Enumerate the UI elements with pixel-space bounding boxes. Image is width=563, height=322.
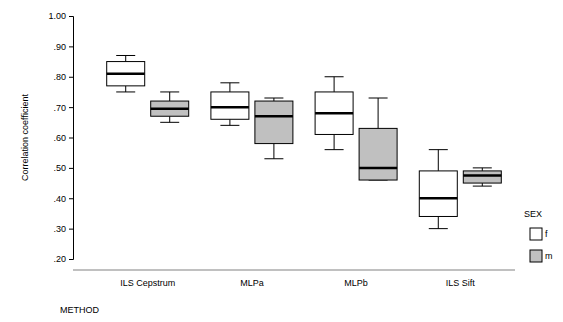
median — [255, 115, 293, 118]
boxes — [107, 55, 502, 228]
y-tick-label: .30 — [53, 224, 66, 234]
whisker-cap-upper — [264, 98, 283, 99]
whisker-cap-upper — [429, 149, 448, 150]
x-tick-label: MLPb — [344, 278, 368, 288]
y-tick: .80 — [53, 72, 73, 82]
whisker-upper — [229, 83, 230, 92]
box — [359, 128, 397, 180]
y-tick-label: .60 — [53, 133, 66, 143]
x-axis-line — [73, 270, 515, 271]
legend-label: m — [545, 251, 553, 261]
whisker-cap-upper — [160, 91, 179, 92]
median — [359, 167, 397, 170]
median — [463, 174, 501, 177]
whisker-cap-upper — [473, 167, 492, 168]
whisker-cap-lower — [160, 122, 179, 123]
whisker-lower — [438, 216, 439, 228]
y-tick: .20 — [53, 254, 73, 264]
box-plot — [255, 98, 293, 159]
box — [315, 92, 353, 135]
box — [107, 62, 145, 86]
median — [151, 107, 189, 110]
whisker-lower — [334, 134, 335, 149]
median — [315, 112, 353, 115]
y-tick-label: .40 — [53, 194, 66, 204]
y-tick-mark — [69, 16, 73, 17]
y-axis-line — [69, 17, 74, 260]
y-tick-mark — [69, 77, 73, 78]
y-tick: .90 — [53, 42, 73, 52]
whisker-upper — [334, 77, 335, 92]
median — [211, 106, 249, 109]
y-tick-label: .70 — [53, 103, 66, 113]
y-tick: .60 — [53, 133, 73, 143]
x-axis: ILS Cepstrum MLPa MLPb ILS Sift — [120, 278, 475, 288]
y-tick-label: .20 — [53, 254, 66, 264]
y-tick: .40 — [53, 194, 73, 204]
y-tick-mark — [69, 168, 73, 169]
chart: .20 .30 .40 .50 .60 .70 .80 .90 1.00 Correlation … — [0, 0, 563, 322]
y-tick-label: 1.00 — [48, 11, 66, 21]
y-tick: 1.00 — [48, 11, 73, 21]
whisker-upper — [378, 98, 379, 128]
box — [151, 101, 189, 116]
y-tick: .30 — [53, 224, 73, 234]
y-tick-mark — [69, 107, 73, 108]
whisker-cap-lower — [325, 149, 344, 150]
y-tick: .70 — [53, 103, 73, 113]
x-axis-title: METHOD — [60, 305, 99, 315]
whisker-cap-upper — [325, 76, 344, 77]
box-plot — [211, 83, 249, 126]
whisker-lower — [169, 116, 170, 122]
median — [107, 72, 145, 75]
whisker-upper — [125, 55, 126, 61]
whisker-upper — [169, 92, 170, 101]
y-axis-title: Correlation coefficient — [20, 94, 30, 181]
box — [419, 171, 457, 217]
box-plot — [151, 92, 189, 122]
y-tick: .50 — [53, 163, 73, 173]
whisker-cap-upper — [369, 98, 388, 99]
median — [419, 197, 457, 200]
y-tick-label: .90 — [53, 42, 66, 52]
whisker-lower — [125, 86, 126, 92]
legend-swatch — [530, 228, 542, 240]
x-tick-label: ILS Cepstrum — [120, 278, 175, 288]
whisker-cap-upper — [220, 82, 239, 83]
box-plot — [463, 168, 501, 186]
whisker-cap-lower — [264, 158, 283, 159]
y-tick-mark — [69, 259, 73, 260]
whisker-cap-upper — [116, 55, 135, 56]
y-tick-label: .80 — [53, 72, 66, 82]
whisker-lower — [229, 119, 230, 125]
y-axis: .20 .30 .40 .50 .60 .70 .80 .90 1.00 — [48, 11, 73, 264]
box — [463, 171, 501, 183]
y-tick-mark — [69, 229, 73, 230]
box-plot — [315, 77, 353, 150]
whisker-cap-lower — [220, 125, 239, 126]
legend-label: f — [545, 229, 548, 239]
whisker-upper — [438, 150, 439, 171]
box — [211, 92, 249, 119]
whisker-cap-lower — [429, 228, 448, 229]
whisker-cap-lower — [116, 91, 135, 92]
box-plot — [107, 55, 145, 91]
y-tick-mark — [69, 138, 73, 139]
y-tick-label: .50 — [53, 163, 66, 173]
y-tick-mark — [69, 198, 73, 199]
y-tick-mark — [69, 46, 73, 47]
box — [255, 101, 293, 144]
x-tick-label: MLPa — [240, 278, 264, 288]
legend-title: SEX — [524, 209, 542, 219]
whisker-cap-lower — [473, 186, 492, 187]
legend: SEXf m — [524, 209, 553, 262]
box-plot — [419, 150, 457, 229]
box-plot — [359, 98, 397, 180]
legend-swatch — [530, 250, 542, 262]
x-tick-label: ILS Sift — [446, 278, 476, 288]
whisker-lower — [273, 144, 274, 159]
